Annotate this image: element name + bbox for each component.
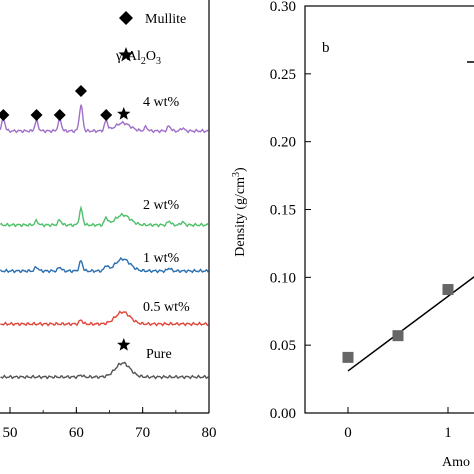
xrd-curve <box>0 205 209 228</box>
mullite-diamond-marker <box>30 109 43 121</box>
mullite-diamond-marker <box>0 109 10 121</box>
xrd-x-tick-label: 50 <box>3 425 18 441</box>
density-y-tick-label: 0.10 <box>270 270 296 286</box>
mullite-diamond-marker <box>74 85 87 97</box>
xrd-curves <box>0 104 209 380</box>
density-points <box>342 284 454 363</box>
xrd-series-labels: 4 wt% 2 wt% 1 wt% 0.5 wt% Pure <box>143 95 190 362</box>
density-panel-label: b <box>322 40 330 56</box>
density-point <box>392 330 404 342</box>
xrd-curve <box>0 361 209 380</box>
density-y-tick-label: 0.05 <box>270 338 296 354</box>
xrd-x-tick-label: 60 <box>69 425 84 441</box>
xrd-series-label: 4 wt% <box>143 95 180 110</box>
xrd-series-label: 0.5 wt% <box>143 300 190 315</box>
density-y-axis-label: Density (g/cm3) <box>231 167 248 257</box>
xrd-peak-markers <box>0 85 131 351</box>
alumina-star-marker <box>117 338 131 351</box>
density-x-tick-label: 1 <box>444 425 452 441</box>
mullite-diamond-marker <box>100 109 113 121</box>
mullite-diamond-marker <box>53 109 66 121</box>
density-y-ticks: 0.00 0.05 0.10 0.15 0.20 0.25 0.30 <box>270 0 311 422</box>
legend-mullite-label: Mullite <box>145 12 186 27</box>
density-y-tick-label: 0.25 <box>270 67 296 83</box>
density-point <box>442 284 454 296</box>
density-y-tick-label: 0.00 <box>270 406 296 422</box>
legend-diamond-icon <box>119 11 133 25</box>
density-y-tick-label: 0.20 <box>270 135 296 151</box>
density-y-tick-label: 0.30 <box>270 0 296 15</box>
xrd-x-ticks: 50 60 70 80 <box>3 407 217 441</box>
xrd-curve <box>0 104 209 134</box>
xrd-panel: 50 60 70 80 4 wt% 2 wt% 1 wt% 0.5 wt% Pure Mull… <box>0 0 217 441</box>
legend-star-icon <box>118 47 134 62</box>
xrd-x-tick-label: 70 <box>135 425 150 441</box>
density-x-axis-label: Amo <box>442 455 470 470</box>
density-y-tick-label: 0.15 <box>270 203 296 219</box>
xrd-curve <box>0 310 209 327</box>
density-fit-line <box>347 275 474 372</box>
density-x-tick-label: 0 <box>344 425 352 441</box>
density-plot-frame <box>304 5 474 414</box>
xrd-curve <box>0 256 209 274</box>
alumina-star-marker <box>117 107 131 120</box>
xrd-x-tick-label: 80 <box>202 425 217 441</box>
xrd-series-label: 2 wt% <box>143 198 180 213</box>
xrd-series-label: Pure <box>146 347 172 362</box>
xrd-series-label: 1 wt% <box>143 251 180 266</box>
density-point <box>342 351 354 363</box>
density-fit-line-segment <box>347 275 474 372</box>
legend-alumina-label: γ-Al2O3 <box>115 49 161 67</box>
xrd-legend: Mullite γ-Al2O3 <box>115 11 186 67</box>
